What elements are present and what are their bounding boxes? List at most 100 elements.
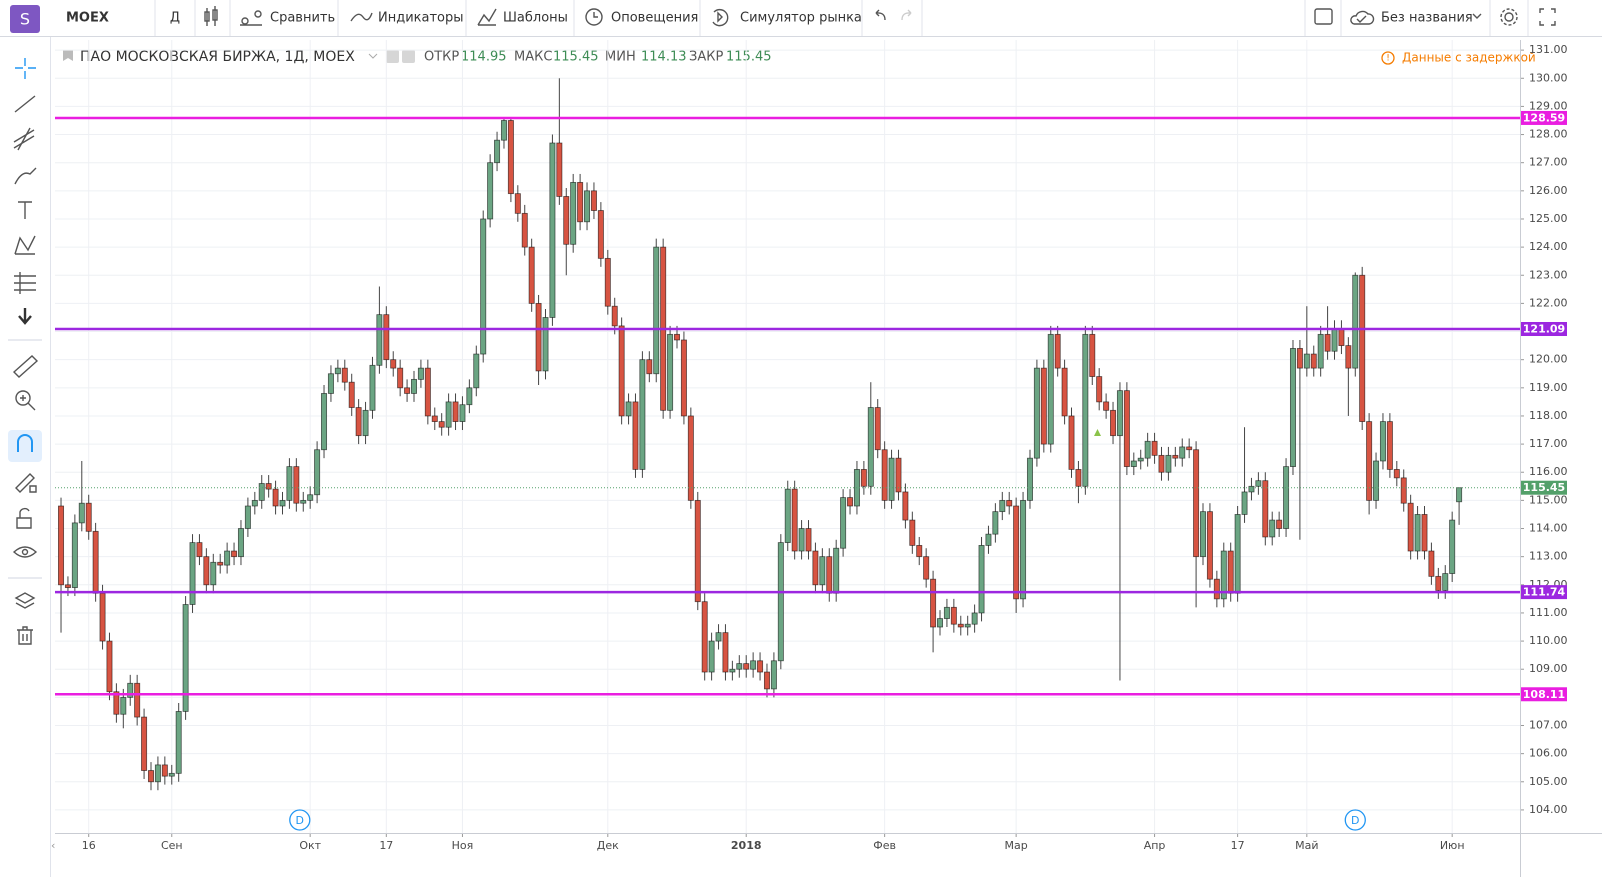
candle-body (369, 364, 376, 411)
candle-body (1449, 519, 1456, 574)
arrow-tool[interactable] (18, 308, 32, 325)
cloud-icon (1350, 10, 1375, 25)
candle-body (646, 359, 653, 375)
candle-body (687, 415, 694, 501)
layers-tool[interactable] (14, 592, 36, 609)
level-label: 128.59 (1523, 111, 1565, 124)
x-tick-label: Мар (1005, 839, 1028, 852)
candle-body (549, 142, 556, 318)
logo[interactable] (10, 5, 40, 33)
chevron[interactable] (1472, 13, 1482, 19)
candle-body (397, 367, 404, 389)
candle-body (1352, 274, 1359, 369)
candle-body (258, 483, 265, 501)
y-tick-label: 130.00 (1529, 71, 1568, 84)
y-tick-label: 131.00 (1529, 43, 1568, 56)
candle-body (1110, 409, 1117, 437)
candle-body (473, 353, 480, 389)
candle-body (632, 401, 639, 470)
legend-icon[interactable] (402, 50, 415, 63)
pattern-tool[interactable] (14, 235, 36, 255)
redo-icon[interactable] (901, 9, 912, 21)
candle-body (1040, 367, 1047, 445)
candle-body (978, 545, 985, 614)
flag-icon[interactable] (63, 50, 73, 61)
x-tick-label: Окт (299, 839, 321, 852)
y-tick-label: 114.00 (1529, 522, 1568, 535)
magnet-tool[interactable] (17, 434, 33, 452)
y-tick-label: 128.00 (1529, 128, 1568, 141)
candle-body (1151, 440, 1158, 456)
title-chevron[interactable] (368, 53, 378, 59)
candle-body (300, 499, 307, 504)
scroll-left[interactable]: ‹ (51, 839, 55, 852)
candle-body (445, 401, 452, 428)
candle-body (196, 542, 203, 558)
trendline-tool[interactable] (14, 95, 36, 113)
candle-body (881, 449, 888, 501)
candle-body (1366, 421, 1373, 501)
indicators-button[interactable]: Индикаторы (378, 11, 464, 26)
candle-body (528, 246, 535, 304)
fullscreen-icon[interactable] (1539, 8, 1556, 26)
interval[interactable]: Д (170, 11, 180, 26)
candle-body (1013, 505, 1020, 600)
level-tag (1521, 110, 1567, 125)
undo-icon[interactable] (875, 9, 886, 21)
candle-body (1047, 333, 1054, 445)
delayed-notice[interactable]: Данные с задержкой (1402, 51, 1536, 65)
zoom-tool[interactable] (15, 390, 36, 411)
candle-body (500, 120, 507, 141)
candle-body (729, 668, 736, 673)
candle-body (154, 764, 161, 783)
x-tick-label: 17 (1231, 839, 1245, 852)
lock-draw-tool[interactable] (15, 473, 37, 493)
candle-body (597, 210, 604, 259)
y-tick-label: 109.00 (1529, 662, 1568, 675)
candle-body (307, 494, 314, 501)
candle-body (577, 181, 584, 223)
candle-body (999, 499, 1006, 513)
candle-body (1310, 353, 1317, 369)
text-tool[interactable] (18, 201, 32, 219)
level-tag (1521, 585, 1567, 600)
brush-tool[interactable] (14, 167, 37, 185)
replay-button[interactable]: Симулятор рынка (740, 11, 862, 26)
visibility-tool[interactable] (12, 546, 38, 558)
event-marker[interactable] (1344, 809, 1366, 831)
x-tick-label: 16 (82, 839, 96, 852)
alerts-button[interactable]: Оповещения (611, 11, 698, 26)
legend-icon[interactable] (386, 50, 399, 63)
candle-body (237, 528, 244, 558)
candle-body (327, 373, 334, 394)
candle-body (71, 522, 78, 589)
settings-icon[interactable] (1500, 8, 1518, 26)
candle-body (826, 556, 833, 594)
alerts-icon (585, 8, 603, 26)
compare-button[interactable]: Сравнить (270, 11, 335, 26)
crosshair-tool[interactable] (15, 58, 36, 79)
trash-tool[interactable] (17, 626, 33, 645)
candle-body (1407, 502, 1414, 552)
candle-body (411, 378, 418, 394)
y-tick-label: 119.00 (1529, 381, 1568, 394)
candle-body (770, 660, 777, 690)
candle-body (1359, 274, 1366, 422)
prediction-tool[interactable] (14, 272, 36, 294)
candle-body (570, 181, 577, 245)
unlock-tool[interactable] (16, 507, 32, 529)
chart-type-icon[interactable] (204, 6, 218, 26)
layout-name[interactable]: Без названия (1381, 11, 1473, 26)
symbol[interactable]: MOEX (66, 11, 109, 26)
layout-square-icon[interactable] (1314, 8, 1333, 25)
candle-body (1103, 401, 1110, 411)
event-marker[interactable] (289, 809, 311, 831)
candle-body (466, 387, 473, 406)
fib-tool[interactable] (13, 127, 35, 151)
templates-button[interactable]: Шаблоны (503, 11, 568, 26)
level-label: 121.09 (1523, 323, 1565, 336)
candle-body (798, 528, 805, 552)
candle-body (950, 606, 957, 625)
ruler-tool[interactable] (12, 355, 39, 378)
candle-body (1213, 578, 1220, 600)
